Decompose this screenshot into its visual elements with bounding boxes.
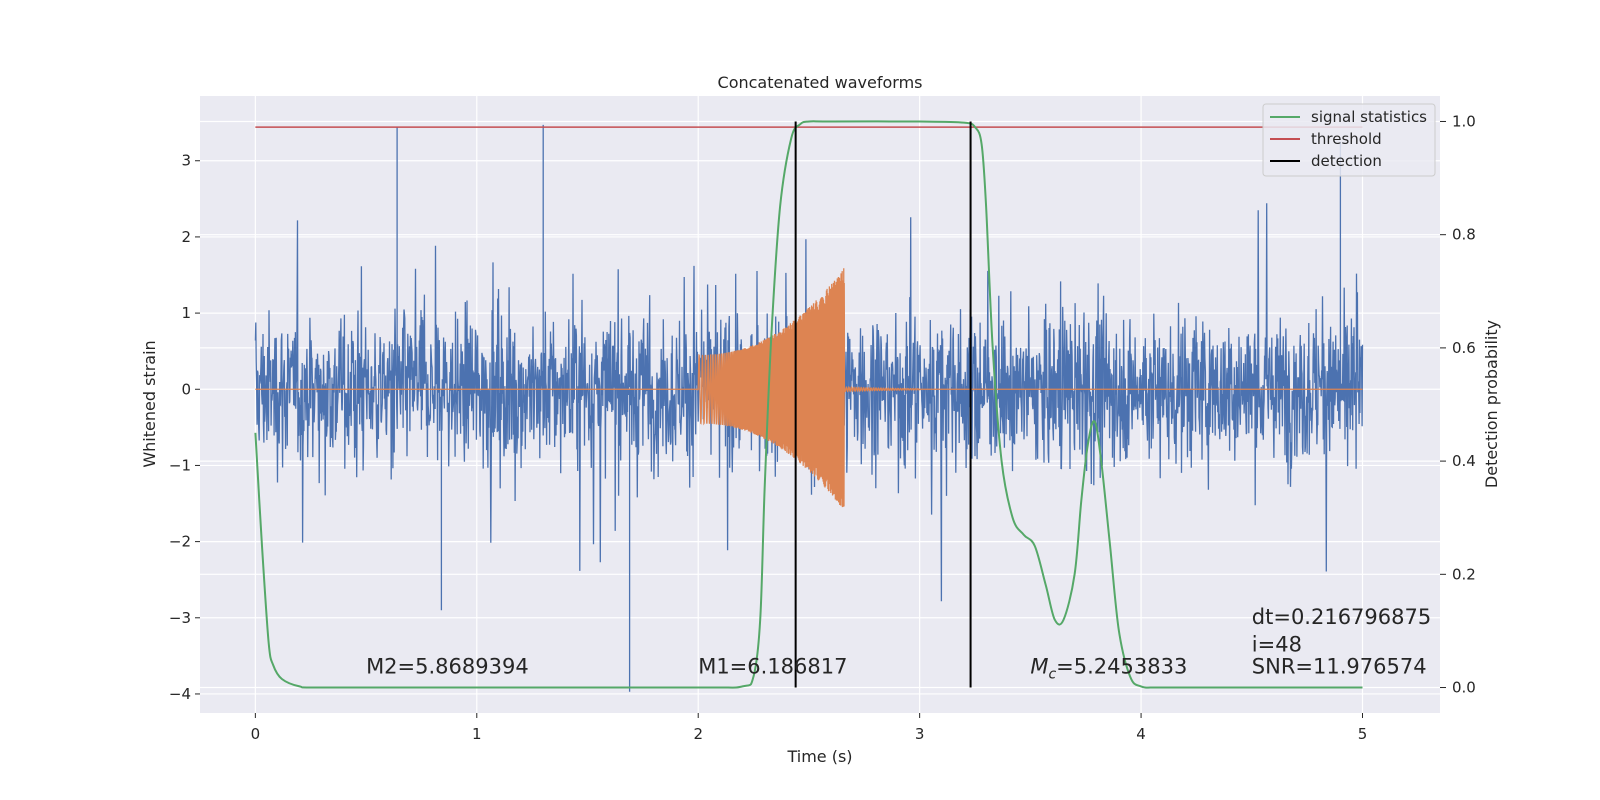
x-tick-label: 2 [693,725,703,743]
legend-label-detection: detection [1311,152,1382,170]
y2-tick-label: 0.2 [1452,565,1476,583]
y-tick-label: 3 [181,152,191,170]
signal-statistics-line [254,120,1363,689]
annotation-label: M2=5.8689394 [366,654,529,678]
chirp-series-line [255,268,1363,508]
legend-frame [1262,103,1436,177]
legend-label-signal-statistics: signal statistics [1311,108,1427,126]
ticks: 0 1 2 3 4 5 −4 −3 −2 −1 0 1 2 3 0.0 0.2 0.4 0.6 0.8 1.0 [169,112,1476,743]
y-tick-label: −3 [169,609,191,627]
y-tick-label: −4 [169,685,191,703]
legend-label-threshold: threshold [1311,130,1382,148]
y2-tick-label: 0.8 [1452,226,1476,244]
legend: signal statistics threshold detection [1262,103,1436,177]
y-tick-label: 1 [181,304,191,322]
x-tick-label: 0 [251,725,261,743]
y2-tick-label: 1.0 [1452,112,1476,130]
y-tick-label: 0 [181,380,191,398]
data-layer [254,120,1364,692]
y2-tick-label: 0.0 [1452,679,1476,697]
x-tick-label: 1 [472,725,482,743]
annotation-label: i=48 [1252,632,1302,656]
annotation-label: Mc=5.2453833 [1030,654,1187,682]
y-tick-label: −2 [169,533,191,551]
y2-axis-label: Detection probability [1482,320,1501,488]
y2-tick-label: 0.4 [1452,452,1476,470]
y2-tick-label: 0.6 [1452,339,1476,357]
annotation-label: dt=0.216796875 [1252,605,1431,629]
chart-title: Concatenated waveforms [718,73,923,92]
annotation-label: M1=6.186817 [698,654,847,678]
y-axis-label: Whitened strain [140,340,159,467]
y-tick-label: −1 [169,456,191,474]
x-tick-label: 5 [1358,725,1368,743]
x-tick-label: 3 [915,725,925,743]
x-axis-label: Time (s) [786,747,852,766]
y-tick-label: 2 [181,228,191,246]
annotations: M2=5.8689394 M1=6.186817 Mc=5.2453833 dt=0.… [366,605,1431,683]
annotation-label: SNR=11.976574 [1252,654,1427,678]
x-tick-label: 4 [1136,725,1146,743]
noise-series-line [254,124,1364,692]
